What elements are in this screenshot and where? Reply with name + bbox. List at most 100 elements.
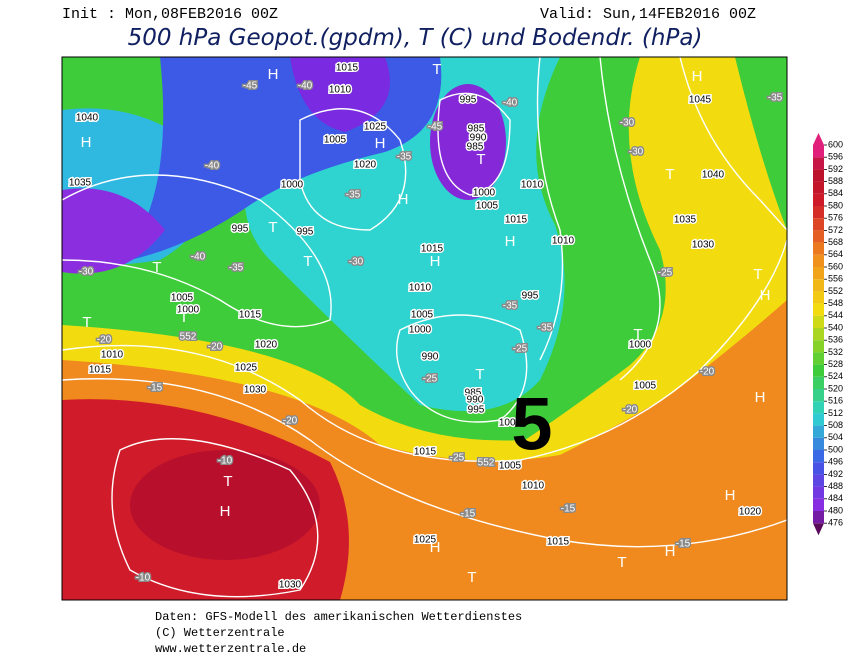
colorbar-tick-label: 592: [828, 164, 843, 174]
isobar-label: 1010: [101, 350, 124, 361]
pressure-center: T: [617, 554, 626, 571]
colorbar-tick-label: 500: [828, 444, 843, 454]
temperature-label: -30: [620, 118, 635, 129]
pressure-center: T: [179, 309, 188, 326]
pressure-center: T: [82, 314, 91, 331]
colorbar-tick-label: 576: [828, 213, 843, 223]
colorbar-segment: [813, 389, 824, 402]
temperature-label: -10: [136, 573, 151, 584]
colorbar-tick-label: 480: [828, 505, 843, 515]
isobar-label: 1005: [499, 461, 522, 472]
colorbar-segment: [813, 181, 824, 194]
init-time: Init : Mon,08FEB2016 00Z: [62, 6, 278, 23]
pressure-center: H: [665, 543, 676, 560]
pressure-center: T: [475, 366, 484, 383]
temperature-label: -20: [97, 335, 112, 346]
isobar-label: 1030: [244, 385, 267, 396]
colorbar-segment: [813, 267, 824, 280]
pressure-center: H: [725, 487, 736, 504]
temperature-label: 552: [478, 458, 495, 469]
map-title: 500 hPa Geopot.(gpdm), T (C) und Bodendr…: [128, 25, 703, 51]
colorbar-segment: [813, 352, 824, 365]
temperature-label: -35: [503, 301, 518, 312]
pressure-center: H: [430, 253, 441, 270]
isobar-label: 1005: [324, 135, 347, 146]
colorbar-segment: [813, 413, 824, 426]
temperature-label: -25: [423, 374, 438, 385]
isobar-label: 1030: [279, 580, 302, 591]
temperature-label: -25: [658, 268, 673, 279]
colorbar-tick-label: 568: [828, 237, 843, 247]
colorbar-tick-label: 580: [828, 200, 843, 210]
colorbar-tick-label: 540: [828, 322, 843, 332]
colorbar-tick-label: 520: [828, 383, 843, 393]
pressure-center: T: [665, 166, 674, 183]
pressure-center: H: [81, 134, 92, 151]
pressure-center: T: [303, 253, 312, 270]
pressure-center: H: [760, 287, 771, 304]
temperature-label: -35: [397, 152, 412, 163]
isobar-label: 1015: [239, 310, 262, 321]
isobar-label: 1025: [235, 363, 258, 374]
pressure-center: H: [398, 191, 409, 208]
temperature-label: -35: [229, 263, 244, 274]
panel-number: 5: [511, 383, 552, 466]
colorbar-segment: [813, 498, 824, 511]
isobar: [111, 438, 319, 598]
colorbar-tick-label: 536: [828, 335, 843, 345]
valid-time: Valid: Sun,14FEB2016 00Z: [540, 6, 756, 23]
isobar-label: 995: [522, 291, 539, 302]
colorbar-segment: [813, 462, 824, 475]
isobar-label: 1015: [414, 447, 437, 458]
temperature-label: -20: [700, 367, 715, 378]
colorbar-tick-label: 524: [828, 371, 843, 381]
temperature-label: -40: [191, 252, 206, 263]
colorbar-segment: [813, 169, 824, 182]
colorbar-tick-label: 476: [828, 518, 843, 528]
isobar-label: 1020: [255, 340, 278, 351]
temperature-label: -40: [205, 161, 220, 172]
colorbar-tick-label: 532: [828, 347, 843, 357]
pressure-center: H: [375, 135, 386, 152]
temperature-label: -10: [218, 456, 233, 467]
temperature-label: -25: [450, 453, 465, 464]
isobar-label: 1020: [739, 507, 762, 518]
colorbar-segment: [813, 328, 824, 341]
colorbar-tick-label: 484: [828, 493, 843, 503]
pressure-center: H: [268, 66, 279, 83]
temperature-label: -40: [503, 98, 518, 109]
isobar: [395, 314, 528, 423]
isobar-label: 1010: [409, 283, 432, 294]
colorbar-tick-label: 504: [828, 432, 843, 442]
pressure-center: T: [476, 151, 485, 168]
isobar-label: 1025: [364, 122, 387, 133]
isobar-label: 1010: [329, 85, 352, 96]
colorbar-segment: [813, 230, 824, 243]
isobar-label: 1040: [702, 170, 725, 181]
isobar-label: 1020: [354, 160, 377, 171]
pressure-center: T: [432, 61, 441, 78]
isobar-label: 1010: [522, 481, 545, 492]
colorbar-tick-label: 596: [828, 152, 843, 162]
temperature-label: -35: [346, 190, 361, 201]
colorbar-arrow-bottom: [813, 523, 824, 536]
colorbar-tick-label: 496: [828, 457, 843, 467]
map: 1015101099598599098510001005101010151010…: [61, 56, 788, 601]
isobar-label: 1015: [421, 244, 444, 255]
isobar-label: 1000: [629, 340, 652, 351]
isobar-label: 1025: [414, 535, 437, 546]
temperature-label: -15: [676, 539, 691, 550]
colorbar-segment: [813, 474, 824, 487]
isobar: [599, 57, 661, 381]
colorbar-tick-label: 556: [828, 274, 843, 284]
isobar-label: 995: [232, 224, 249, 235]
isobar-label: 985: [467, 142, 484, 153]
pressure-center: H: [430, 539, 441, 556]
isobar-label: 985: [468, 124, 485, 135]
pressure-center: H: [220, 503, 231, 520]
region-darkred: [130, 450, 320, 560]
isobar-label: 1040: [76, 113, 99, 124]
temperature-label: -45: [428, 122, 443, 133]
isobar-label: 1010: [552, 236, 575, 247]
colorbar-tick-label: 492: [828, 469, 843, 479]
